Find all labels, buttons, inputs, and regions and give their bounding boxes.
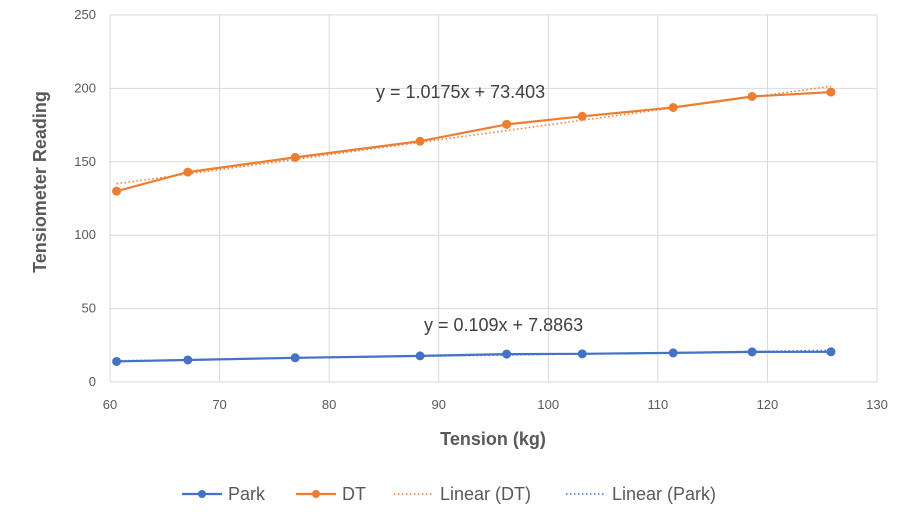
x-tick-label: 70: [212, 397, 226, 412]
y-axis-title: Tensiometer Reading: [30, 91, 50, 273]
park-data-point: [577, 349, 587, 359]
x-tick-label: 110: [647, 397, 668, 412]
dt-series-line: [116, 91, 832, 193]
legend-swatch-marker: [198, 490, 206, 498]
y-tick-label: 0: [89, 374, 96, 389]
dt-data-point: [502, 119, 512, 129]
park-data-point: [502, 349, 512, 359]
x-tick-label: 60: [103, 397, 117, 412]
legend-swatch-marker: [312, 490, 320, 498]
legend-item-dt: DT: [296, 484, 366, 504]
tick-labels: 60 70 80 90 100 110 120 130 0 50 100 150 200 250: [74, 7, 888, 412]
y-tick-label: 250: [74, 7, 96, 22]
dt-data-point: [415, 136, 425, 146]
legend-item-linear-park: Linear (Park): [566, 484, 716, 504]
park-data-point: [826, 347, 836, 357]
dt-data-point: [183, 167, 193, 177]
data-series: [112, 87, 836, 366]
park-trendline-equation: y = 0.109x + 7.8863: [424, 315, 583, 335]
legend-item-park: Park: [182, 484, 266, 504]
gridlines: [109, 14, 878, 383]
x-tick-label: 130: [866, 397, 888, 412]
park-data-point: [668, 348, 678, 358]
park-series-line: [116, 350, 832, 363]
y-tick-label: 200: [74, 80, 96, 95]
y-tick-label: 50: [82, 301, 96, 316]
dt-data-point: [290, 152, 300, 162]
dt-data-point: [668, 102, 678, 112]
x-axis-title: Tension (kg): [440, 429, 546, 449]
park-data-point: [747, 347, 757, 357]
x-tick-label: 120: [757, 397, 779, 412]
dt-data-point: [577, 111, 587, 121]
x-tick-label: 90: [431, 397, 445, 412]
legend-label: Linear (Park): [612, 484, 716, 504]
legend-label: Park: [228, 484, 266, 504]
dt-data-point: [826, 87, 836, 97]
y-tick-label: 100: [74, 227, 96, 242]
park-data-point: [415, 351, 425, 361]
dt-data-point: [747, 91, 757, 101]
dt-data-point: [112, 186, 122, 196]
legend: Park DT Linear (DT) Linear (Park): [182, 484, 716, 504]
dt-trendline-equation: y = 1.0175x + 73.403: [376, 82, 545, 102]
legend-item-linear-dt: Linear (DT): [394, 484, 531, 504]
x-tick-label: 80: [322, 397, 336, 412]
y-tick-label: 150: [74, 154, 96, 169]
x-tick-label: 100: [537, 397, 559, 412]
park-data-point: [290, 353, 300, 363]
park-data-point: [112, 356, 122, 366]
legend-label: DT: [342, 484, 366, 504]
legend-label: Linear (DT): [440, 484, 531, 504]
park-data-point: [183, 355, 193, 365]
